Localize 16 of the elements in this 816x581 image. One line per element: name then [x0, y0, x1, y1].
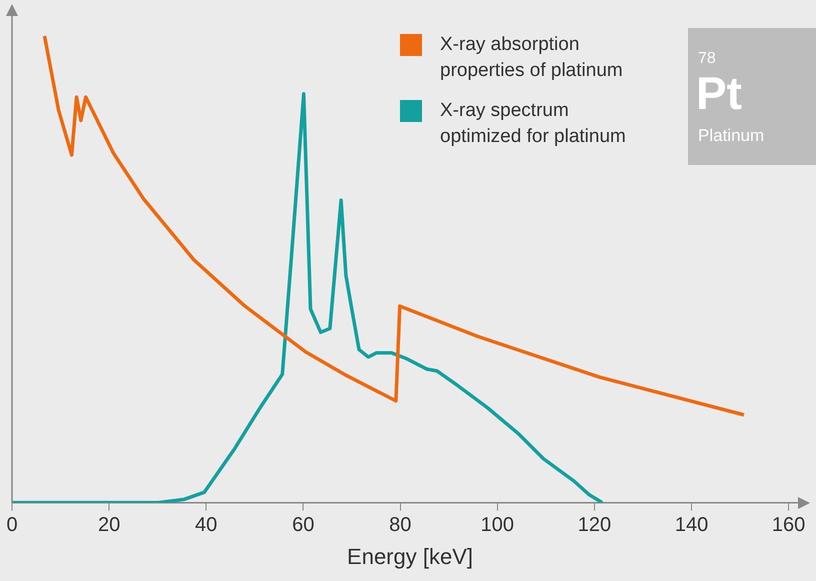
x-tick-label: 80	[389, 514, 412, 536]
x-tick-label: 120	[578, 514, 612, 536]
x-tick-label: 40	[195, 514, 218, 536]
annotation: 78	[698, 50, 716, 68]
x-tick-label: 0	[6, 514, 18, 536]
x-axis-title: Energy [keV]	[347, 544, 473, 569]
x-tick-label: 100	[480, 514, 514, 536]
x-tick-label: 60	[292, 514, 314, 536]
x-tick-label: 160	[772, 514, 806, 536]
element-tile: 78 Pt Platinum	[688, 28, 816, 165]
x-tick-label: 20	[98, 514, 120, 536]
legend-label: X-ray spectrum optimized for platinum	[440, 99, 627, 149]
x-tick-label: 140	[674, 514, 708, 536]
legend-label: X-ray absorption properties of platinum	[440, 33, 624, 83]
annotation: Platinum	[698, 126, 764, 146]
annotation: Pt	[696, 66, 742, 120]
